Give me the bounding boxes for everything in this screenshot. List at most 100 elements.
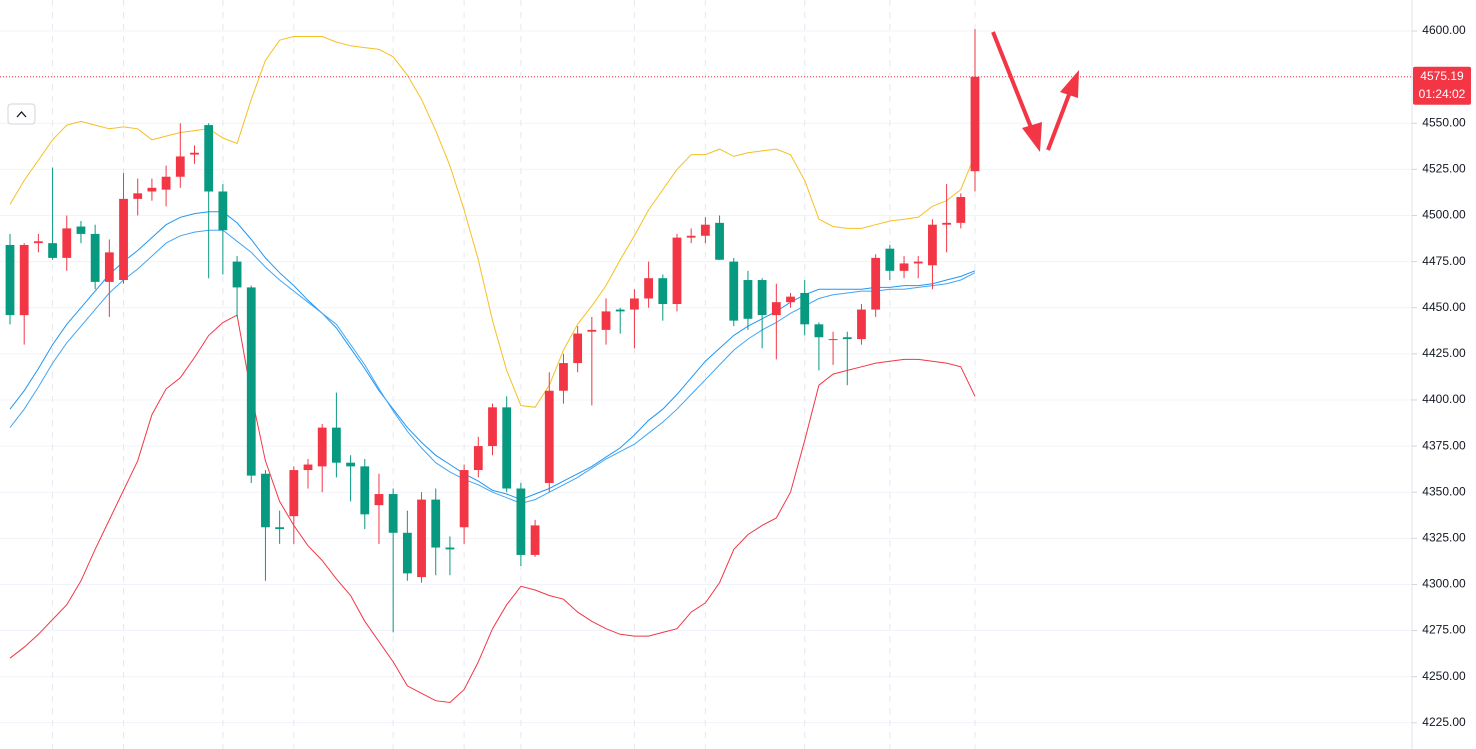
candle-body: [700, 224, 710, 236]
candle-body: [417, 499, 426, 578]
candle-body: [857, 309, 866, 340]
candle-body: [956, 197, 966, 223]
collapse-button[interactable]: [7, 103, 36, 125]
price-label-box: [1413, 66, 1471, 105]
candle-body: [488, 407, 497, 447]
indicator-line: [9, 211, 976, 501]
y-tick-label: 4500.00: [1422, 208, 1466, 222]
y-tick-label: 4300.00: [1422, 577, 1466, 591]
candle-body: [360, 466, 370, 515]
candle-body: [62, 228, 72, 258]
candle-body: [5, 244, 15, 316]
candle-body: [317, 427, 327, 467]
candle-body: [76, 226, 86, 234]
candle-body: [814, 324, 824, 338]
candle-body: [431, 499, 441, 548]
y-tick-label: 4525.00: [1422, 162, 1466, 176]
candle-body: [715, 222, 724, 260]
candle-body: [842, 337, 852, 340]
candles: [5, 29, 980, 633]
arrow-down-shaft: [991, 31, 1034, 131]
candle-body: [19, 244, 29, 316]
candle-body: [630, 298, 639, 310]
candle-body: [190, 152, 199, 155]
candle-body: [601, 311, 611, 330]
candle-body: [147, 187, 157, 192]
y-tick-label: 4600.00: [1422, 23, 1466, 37]
button-box[interactable]: [7, 103, 36, 125]
candle-body: [786, 296, 795, 303]
candle-body: [133, 193, 143, 199]
candle-body: [871, 257, 881, 310]
candle-body: [658, 278, 668, 305]
candle-body: [374, 494, 384, 506]
candle-body: [289, 470, 299, 517]
candle-body: [459, 470, 469, 528]
y-tick-label: 4550.00: [1422, 115, 1466, 129]
candle-body: [218, 191, 228, 231]
candle-body: [48, 243, 57, 258]
indicator-line: [9, 314, 976, 704]
y-tick-label: 4375.00: [1422, 438, 1466, 452]
candle-body: [303, 464, 313, 471]
candle-body: [757, 280, 767, 316]
annotation-arrows: [991, 31, 1079, 152]
indicator-line: [9, 229, 976, 504]
candle-body: [402, 532, 412, 574]
y-tick-label: 4350.00: [1422, 484, 1466, 498]
candle-body: [771, 302, 781, 316]
candle-body: [899, 263, 909, 271]
y-tick-label: 4475.00: [1422, 254, 1466, 268]
arrow-up-head: [1060, 70, 1079, 98]
candle-body: [33, 241, 43, 244]
candle-body: [275, 527, 285, 530]
candle-body: [573, 333, 583, 364]
candle-body: [204, 125, 214, 192]
candle-body: [615, 309, 625, 312]
candle-body: [970, 76, 980, 172]
candle-body: [331, 427, 341, 463]
candle-body: [445, 547, 455, 550]
y-tick-label: 4425.00: [1422, 346, 1466, 360]
candle-body: [544, 390, 554, 483]
candle-body: [672, 237, 682, 305]
vertical-grid: [52, 0, 976, 749]
candle-body: [587, 329, 597, 332]
candle-body: [644, 278, 654, 299]
candle-body: [346, 462, 355, 467]
indicator-line: [9, 36, 976, 408]
arrow-up-shaft: [1046, 91, 1072, 151]
candle-body: [388, 494, 398, 533]
y-tick-label: 4400.00: [1422, 392, 1466, 406]
candle-body: [729, 261, 739, 321]
candle-body: [175, 156, 185, 177]
candle-body: [246, 287, 256, 476]
candle-body: [942, 222, 952, 225]
candle-body: [516, 488, 526, 555]
candle-body: [800, 292, 810, 325]
candle-body: [232, 261, 242, 288]
candle-body: [686, 235, 696, 238]
y-tick-label: 4325.00: [1422, 530, 1466, 544]
candle-body: [885, 248, 895, 271]
candle-body: [743, 280, 753, 319]
candle-body: [473, 446, 483, 471]
candle-body: [261, 473, 270, 528]
candle-body: [530, 525, 540, 555]
candle-body: [90, 233, 100, 282]
candle-body: [913, 261, 923, 264]
candle-body: [161, 176, 171, 190]
y-tick-label: 4225.00: [1422, 715, 1466, 729]
y-tick-label: 4250.00: [1422, 669, 1466, 683]
chevron-icon: [16, 111, 27, 118]
candle-body: [104, 252, 114, 282]
arrow-down-head: [1022, 122, 1042, 152]
candle-body: [119, 198, 128, 281]
candle-body: [928, 224, 937, 266]
candle-body: [828, 339, 838, 341]
countdown-label: 01:24:02: [1419, 87, 1466, 101]
candle-body: [559, 363, 568, 391]
y-axis: 4225.00 4250.00 4275.00 4300.00 4325.00 4350.…: [1412, 23, 1466, 729]
